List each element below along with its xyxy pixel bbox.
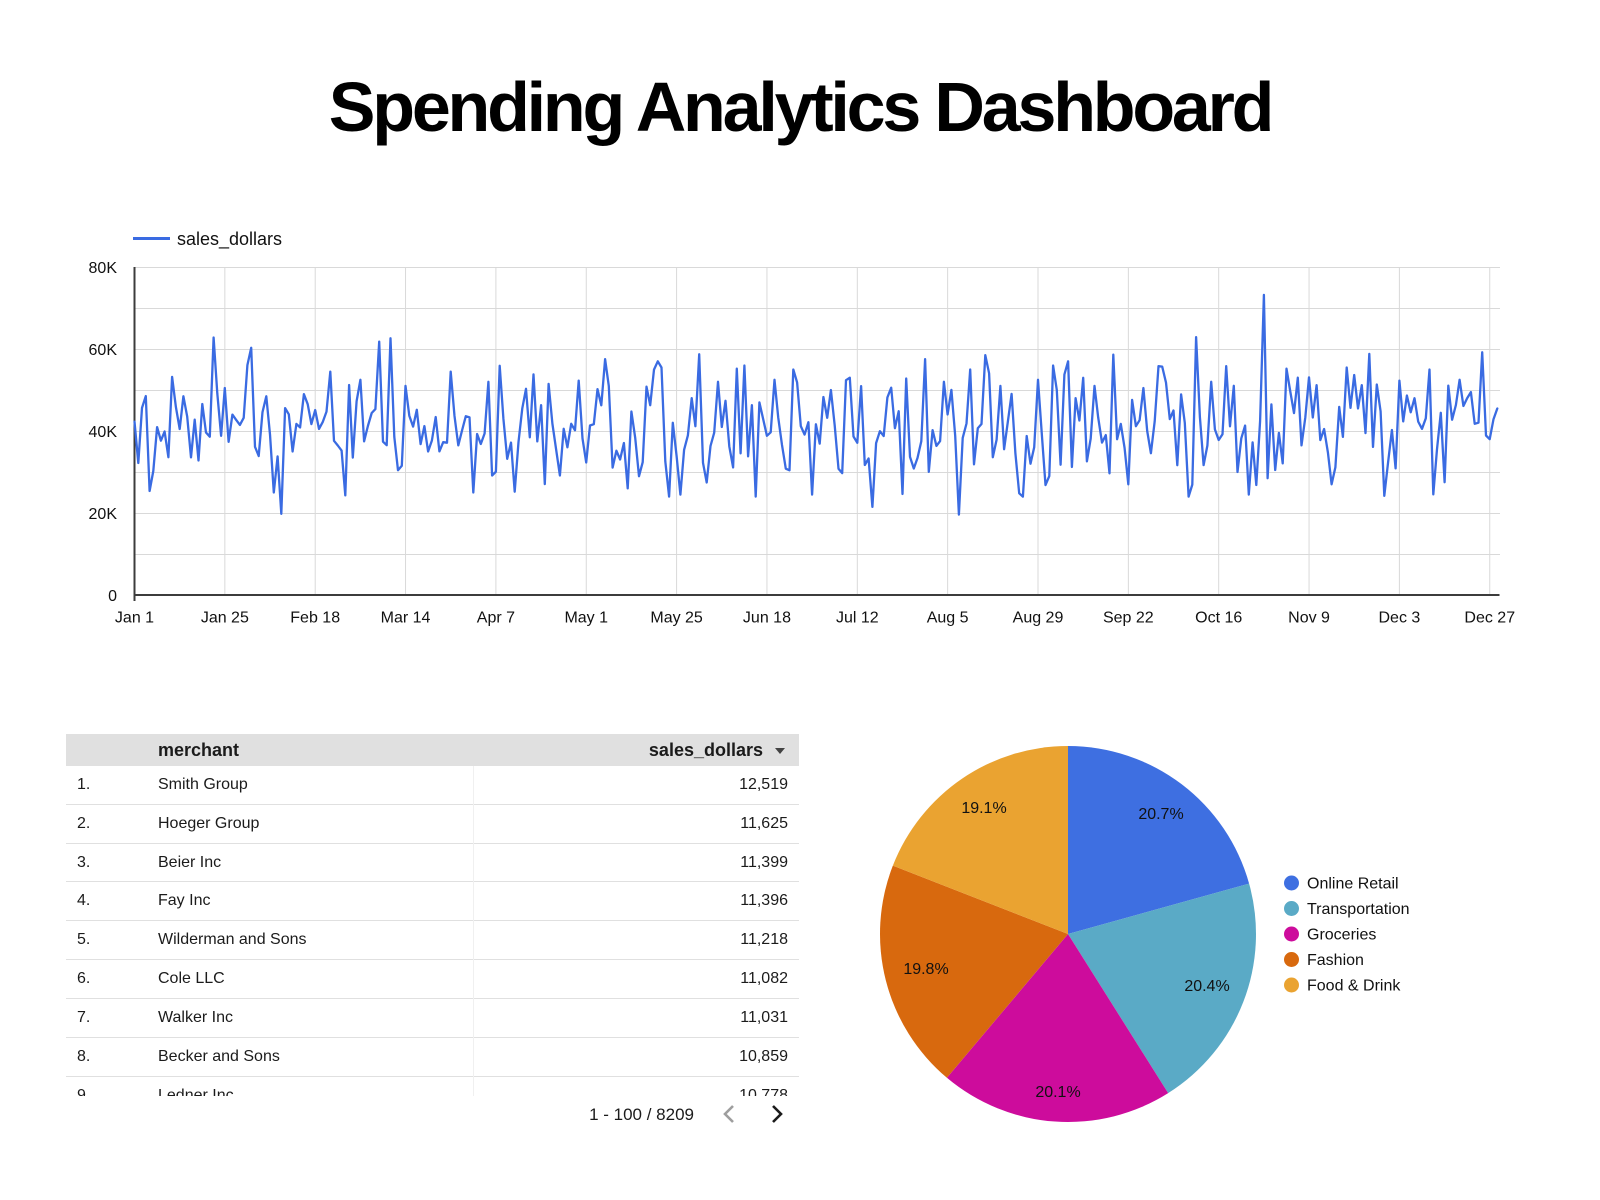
svg-text:20.7%: 20.7% bbox=[1138, 806, 1183, 823]
svg-text:May 25: May 25 bbox=[650, 610, 703, 627]
svg-text:Jan 25: Jan 25 bbox=[201, 610, 249, 627]
svg-text:20.1%: 20.1% bbox=[1035, 1084, 1080, 1101]
svg-text:Dec 3: Dec 3 bbox=[1379, 610, 1421, 627]
svg-text:Apr 7: Apr 7 bbox=[477, 610, 515, 627]
svg-text:Transportation: Transportation bbox=[1307, 901, 1410, 918]
svg-text:40K: 40K bbox=[89, 424, 118, 441]
svg-text:Aug 5: Aug 5 bbox=[927, 610, 969, 627]
svg-text:Jul 12: Jul 12 bbox=[836, 610, 879, 627]
svg-text:20.4%: 20.4% bbox=[1184, 978, 1229, 995]
svg-text:Mar 14: Mar 14 bbox=[381, 610, 431, 627]
svg-text:sales_dollars: sales_dollars bbox=[177, 229, 282, 250]
svg-text:Dec 27: Dec 27 bbox=[1464, 610, 1515, 627]
svg-text:60K: 60K bbox=[89, 342, 118, 359]
svg-text:Jun 18: Jun 18 bbox=[743, 610, 791, 627]
svg-text:0: 0 bbox=[108, 588, 117, 605]
svg-text:May 1: May 1 bbox=[564, 610, 608, 627]
svg-text:Nov 9: Nov 9 bbox=[1288, 610, 1330, 627]
svg-text:Jan 1: Jan 1 bbox=[115, 610, 154, 627]
svg-text:Aug 29: Aug 29 bbox=[1013, 610, 1064, 627]
svg-text:Sep 22: Sep 22 bbox=[1103, 610, 1154, 627]
svg-text:80K: 80K bbox=[89, 260, 118, 277]
svg-text:Feb 18: Feb 18 bbox=[290, 610, 340, 627]
svg-text:20K: 20K bbox=[89, 506, 118, 523]
svg-text:Oct 16: Oct 16 bbox=[1195, 610, 1242, 627]
svg-text:19.1%: 19.1% bbox=[961, 800, 1006, 817]
svg-text:19.8%: 19.8% bbox=[903, 961, 948, 978]
svg-text:Online Retail: Online Retail bbox=[1307, 876, 1399, 893]
svg-text:Food & Drink: Food & Drink bbox=[1307, 978, 1401, 995]
svg-text:Fashion: Fashion bbox=[1307, 952, 1364, 969]
svg-text:Groceries: Groceries bbox=[1307, 927, 1376, 944]
